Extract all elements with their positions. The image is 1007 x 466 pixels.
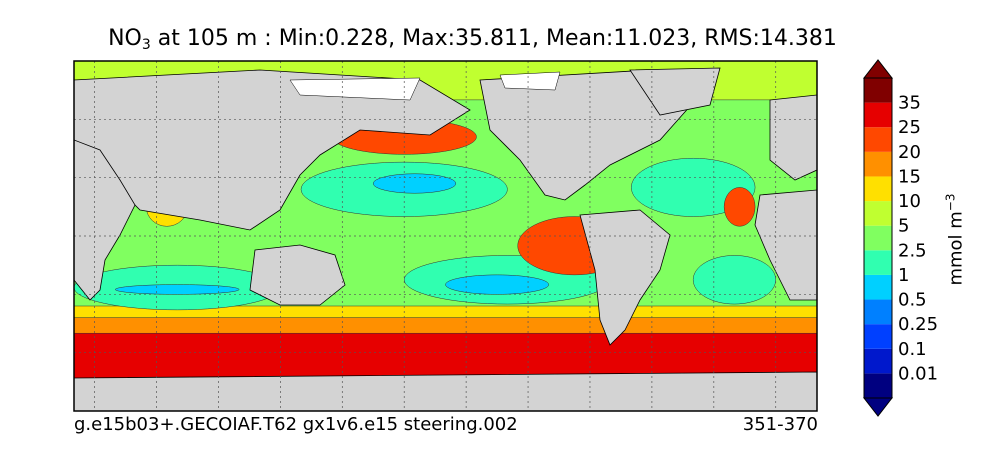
land-europe-west <box>769 94 817 181</box>
field-region-4 <box>445 274 549 295</box>
colorbar-tick-label: 0.01 <box>898 363 938 384</box>
colorbar-swatch <box>864 274 892 300</box>
colorbar-tick-label: 20 <box>898 142 921 163</box>
colorbar-swatch <box>864 250 892 275</box>
field-region-7 <box>692 255 776 305</box>
colorbar-tick-label: 0.1 <box>898 339 927 360</box>
title-stats: at 105 m : Min:0.228, Max:35.811, Mean:1… <box>150 26 837 51</box>
colorbar-tick-label: 2.5 <box>898 240 927 261</box>
land-africa <box>74 139 136 301</box>
colorbar-tick-label: 15 <box>898 166 921 187</box>
footer-years: 351-370 <box>742 414 818 435</box>
land-australia <box>249 244 346 306</box>
sea-ice-layer <box>289 71 561 101</box>
colorbar-extend-max <box>862 59 894 79</box>
colorbar-swatch <box>864 151 892 177</box>
title-species-subscript: 3 <box>141 37 151 53</box>
chart-title: NO3 at 105 m : Min:0.228, Max:35.811, Me… <box>0 26 945 53</box>
colorbar-swatch <box>864 127 892 152</box>
colorbar-swatch <box>864 225 892 251</box>
land-layer <box>74 67 817 411</box>
colorbar-tick-label: 0.5 <box>898 290 927 311</box>
colorbar-swatch <box>864 176 892 202</box>
colorbar-tick-label: 0.25 <box>898 314 938 335</box>
field-region-2 <box>74 305 817 318</box>
colorbar-tick-label: 5 <box>898 216 909 237</box>
footer-case-name: g.e15b03+.GECOIAF.T62 gx1v6.e15 steering… <box>74 414 518 435</box>
colorbar-swatch <box>864 373 892 398</box>
colorbar-tick-label: 1 <box>898 265 909 286</box>
field-region-13 <box>723 187 756 227</box>
colorbar-units-label: mmol m−3 <box>943 193 967 286</box>
land-africa-east-edge <box>754 189 817 301</box>
field-region-1 <box>74 317 817 334</box>
colorbar-swatch <box>864 78 892 103</box>
colorbar-tick-label: 35 <box>898 93 921 114</box>
title-species: NO <box>108 26 142 51</box>
colorbar-swatch <box>864 102 892 128</box>
field-region-6 <box>115 284 240 295</box>
grid-lines <box>74 61 817 411</box>
sea-ice-patch-1 <box>289 77 421 101</box>
colorbar-extend-min <box>862 397 894 417</box>
colorbar-swatch <box>864 201 892 226</box>
field-region-14 <box>43 246 64 275</box>
sea-ice-patch-2 <box>499 71 561 91</box>
colorbar-swatch <box>864 299 892 325</box>
colorbar: 0.01 0.1 0.25 0.5 1 2.5 5 10 15 20 25 35 <box>862 59 938 417</box>
colorbar-swatch <box>864 348 892 374</box>
land-greenland <box>629 67 721 116</box>
colorbar-frame <box>863 77 893 399</box>
colorbar-swatch <box>864 324 892 349</box>
land-south-america <box>579 209 671 346</box>
field-region-9 <box>373 173 457 194</box>
colorbar-tick-label: 10 <box>898 191 921 212</box>
field-region-12 <box>631 157 756 217</box>
colorbar-tick-label: 25 <box>898 117 921 138</box>
land-antarctica <box>74 371 817 411</box>
plot-frame <box>73 60 818 412</box>
